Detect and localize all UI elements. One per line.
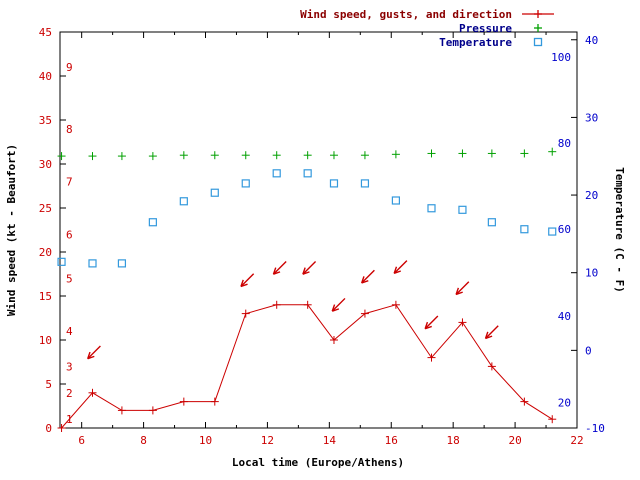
svg-text:10: 10 — [199, 434, 212, 447]
svg-text:10: 10 — [39, 334, 52, 347]
temperature-square-marker-icon — [533, 37, 543, 47]
svg-text:40: 40 — [39, 70, 52, 83]
legend-item-pressure: Pressure — [459, 21, 556, 35]
svg-text:10: 10 — [585, 267, 598, 280]
svg-text:45: 45 — [39, 26, 52, 39]
svg-text:20: 20 — [585, 189, 598, 202]
svg-text:0: 0 — [45, 422, 52, 435]
svg-text:5: 5 — [45, 378, 52, 391]
svg-text:25: 25 — [39, 202, 52, 215]
svg-text:8: 8 — [66, 123, 73, 136]
svg-text:16: 16 — [385, 434, 398, 447]
svg-text:7: 7 — [66, 176, 73, 189]
svg-text:80: 80 — [558, 137, 571, 150]
svg-text:5: 5 — [66, 272, 73, 285]
x-axis-title: Local time (Europe/Athens) — [231, 456, 405, 469]
svg-text:2: 2 — [66, 387, 73, 400]
left-axis-title: Wind speed (kt - Beaufort) — [5, 143, 18, 317]
svg-text:40: 40 — [558, 310, 571, 323]
svg-text:60: 60 — [558, 223, 571, 236]
svg-text:6: 6 — [66, 228, 73, 241]
svg-text:20: 20 — [39, 246, 52, 259]
svg-text:9: 9 — [66, 61, 73, 74]
svg-text:35: 35 — [39, 114, 52, 127]
svg-text:15: 15 — [39, 290, 52, 303]
legend-label-wind: Wind speed, gusts, and direction — [300, 7, 512, 21]
svg-text:30: 30 — [585, 111, 598, 124]
wind-line-plus-marker-icon — [522, 10, 554, 18]
legend-item-wind: Wind speed, gusts, and direction — [300, 7, 556, 21]
right-axis-title: Temperature (C - F) — [613, 167, 626, 293]
legend-label-pressure: Pressure — [459, 21, 512, 35]
legend: Wind speed, gusts, and direction Pressur… — [300, 7, 556, 49]
svg-text:22: 22 — [570, 434, 583, 447]
legend-label-temperature: Temperature — [439, 35, 512, 49]
svg-text:8: 8 — [140, 434, 147, 447]
svg-text:12: 12 — [261, 434, 274, 447]
svg-text:30: 30 — [39, 158, 52, 171]
svg-text:18: 18 — [447, 434, 460, 447]
svg-text:40: 40 — [585, 34, 598, 47]
pressure-plus-marker-icon — [534, 24, 542, 32]
svg-text:4: 4 — [66, 325, 73, 338]
svg-text:100: 100 — [551, 51, 571, 64]
svg-text:-10: -10 — [585, 422, 605, 435]
svg-text:0: 0 — [585, 344, 592, 357]
svg-text:14: 14 — [323, 434, 337, 447]
svg-text:3: 3 — [66, 360, 73, 373]
svg-text:6: 6 — [78, 434, 85, 447]
svg-text:20: 20 — [558, 396, 571, 409]
svg-text:20: 20 — [508, 434, 521, 447]
legend-item-temperature: Temperature — [439, 35, 556, 49]
